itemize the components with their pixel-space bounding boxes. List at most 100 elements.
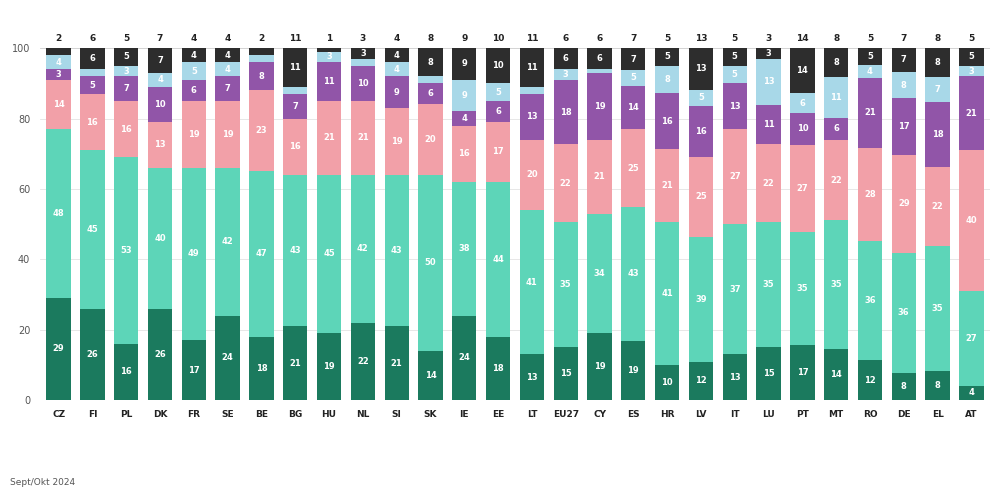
Text: 8: 8 [935,381,940,390]
Bar [520,140,544,210]
Bar [46,70,71,80]
Text: 11: 11 [289,63,301,72]
Text: 16: 16 [695,127,707,136]
Text: 13: 13 [695,64,707,74]
Bar [621,86,645,129]
Bar [655,94,679,149]
Text: 11: 11 [526,63,538,72]
Bar [959,291,984,386]
Text: 4: 4 [191,34,197,43]
Bar [959,76,984,150]
Text: 41: 41 [526,278,538,286]
Bar [925,166,950,246]
Bar [689,90,713,106]
Bar [756,105,781,144]
Text: 11: 11 [289,34,301,43]
Text: 27: 27 [966,334,977,343]
Bar [925,246,950,372]
Bar [723,354,747,400]
Text: 4: 4 [56,58,62,66]
Text: 5: 5 [191,66,197,76]
Text: 4: 4 [394,65,400,74]
Text: 5: 5 [968,34,975,43]
Text: 7: 7 [901,34,907,43]
Bar [317,175,341,333]
Bar [249,336,274,400]
Bar [452,80,476,112]
Text: 4: 4 [968,388,974,398]
Text: 7: 7 [157,56,163,65]
Text: 19: 19 [594,102,605,110]
Bar [892,98,916,156]
Text: 8: 8 [664,75,670,84]
Text: 34: 34 [594,269,605,278]
Text: 8: 8 [427,34,434,43]
Text: 21: 21 [661,182,673,190]
Bar [756,144,781,222]
Bar [418,175,443,350]
Bar [351,101,375,175]
Text: 41: 41 [661,289,673,298]
Bar [621,341,645,400]
Bar [317,48,341,51]
Bar [148,87,172,122]
Bar [925,372,950,400]
Text: 6: 6 [89,54,95,63]
Bar [182,168,206,340]
Text: 35: 35 [763,280,774,289]
Bar [215,76,240,101]
Bar [452,126,476,182]
Text: 26: 26 [154,350,166,359]
Text: 19: 19 [188,130,200,139]
Bar [385,175,409,326]
Bar [418,104,443,175]
Bar [756,346,781,400]
Text: 4: 4 [191,50,197,59]
Text: 27: 27 [729,172,741,181]
Bar [249,62,274,90]
Bar [790,345,815,400]
Text: 3: 3 [56,70,61,79]
Text: 5: 5 [495,88,501,96]
Text: 3: 3 [123,66,129,76]
Text: 2: 2 [55,34,62,43]
Bar [283,87,307,94]
Text: 14: 14 [53,100,64,109]
Text: 7: 7 [630,34,637,43]
Text: 6: 6 [495,107,501,116]
Text: 10: 10 [661,378,673,387]
Bar [790,94,815,112]
Bar [655,365,679,400]
Text: 17: 17 [492,148,504,156]
Text: 10: 10 [492,34,504,43]
Text: 38: 38 [459,244,470,253]
Bar [655,222,679,365]
Bar [452,316,476,400]
Text: Sept/Okt 2024: Sept/Okt 2024 [10,478,75,487]
Bar [959,386,984,400]
Bar [723,224,747,354]
Text: 49: 49 [188,250,200,258]
Text: 14: 14 [627,103,639,112]
Text: 5: 5 [664,52,670,62]
Bar [351,175,375,322]
Bar [80,94,105,150]
Bar [858,148,882,240]
Text: 10: 10 [492,61,504,70]
Text: 43: 43 [289,246,301,255]
Text: 53: 53 [120,246,132,255]
Text: 19: 19 [391,137,402,146]
Bar [655,66,679,94]
Bar [587,73,612,140]
Bar [858,64,882,78]
Bar [385,76,409,108]
Bar [858,48,882,64]
Bar [418,48,443,76]
Text: 16: 16 [120,124,132,134]
Bar [824,140,848,220]
Text: 19: 19 [594,362,605,371]
Bar [317,333,341,400]
Bar [283,94,307,118]
Bar [317,101,341,175]
Text: 35: 35 [830,280,842,289]
